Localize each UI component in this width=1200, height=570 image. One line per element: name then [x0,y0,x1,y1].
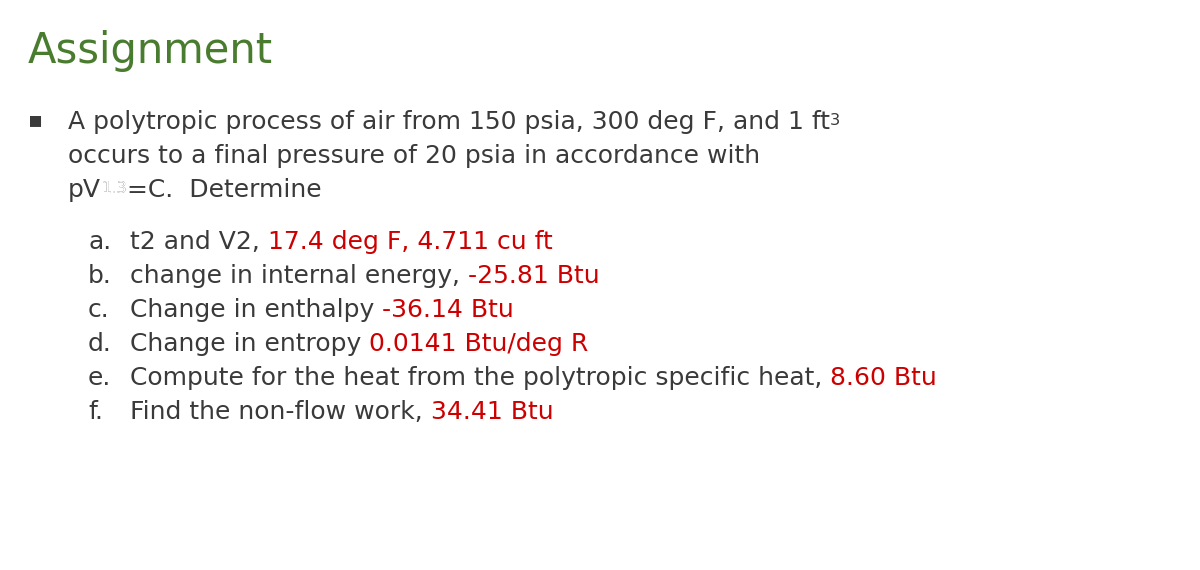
Text: 3: 3 [830,113,840,128]
Text: t2 and V2,: t2 and V2, [130,230,268,254]
Text: Compute for the heat from the polytropic specific heat,: Compute for the heat from the polytropic… [130,366,830,390]
Text: Change in enthalpy: Change in enthalpy [130,298,383,322]
Text: e.: e. [88,366,112,390]
Text: =C.  Determine: =C. Determine [127,178,322,202]
Text: Assignment: Assignment [28,30,274,72]
Text: a.: a. [88,230,112,254]
Text: pV: pV [68,178,101,202]
Text: 34.41 Btu: 34.41 Btu [431,400,553,424]
Text: ▪: ▪ [28,110,43,130]
Text: change in internal energy,: change in internal energy, [130,264,468,288]
Text: occurs to a final pressure of 20 psia in accordance with: occurs to a final pressure of 20 psia in… [68,144,760,168]
Text: 1.3: 1.3 [101,181,127,196]
Text: -36.14 Btu: -36.14 Btu [383,298,514,322]
Text: c.: c. [88,298,109,322]
Text: 0.0141 Btu/deg R: 0.0141 Btu/deg R [370,332,588,356]
Text: A polytropic process of air from 150 psia, 300 deg F, and 1 ft: A polytropic process of air from 150 psi… [68,110,830,134]
Text: f.: f. [88,400,103,424]
Text: Change in entropy: Change in entropy [130,332,370,356]
Text: 8.60 Btu: 8.60 Btu [830,366,937,390]
Text: -25.81 Btu: -25.81 Btu [468,264,600,288]
Text: 17.4 deg F, 4.711 cu ft: 17.4 deg F, 4.711 cu ft [268,230,553,254]
Text: Find the non-flow work,: Find the non-flow work, [130,400,431,424]
Text: 1.3: 1.3 [101,181,127,196]
Text: b.: b. [88,264,112,288]
Text: d.: d. [88,332,112,356]
